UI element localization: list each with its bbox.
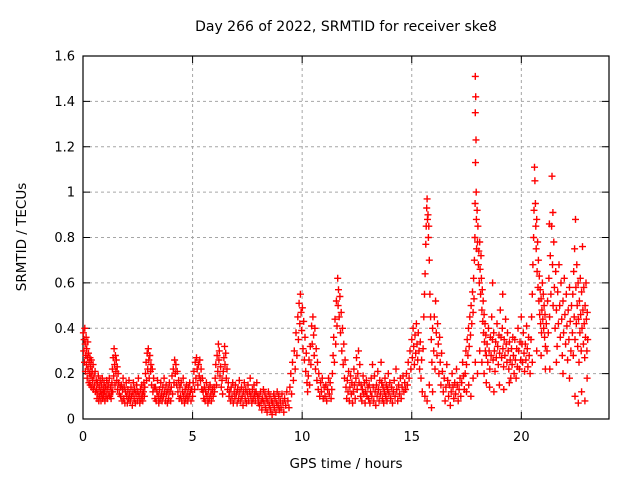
y-tick-label: 0.2: [54, 367, 75, 382]
y-tick-label: 1.2: [54, 140, 75, 155]
y-tick-label: 1.6: [54, 50, 75, 65]
x-tick-label: 15: [403, 430, 420, 445]
y-tick-label: 1: [67, 186, 75, 201]
x-tick-label: 5: [188, 430, 196, 445]
data-points: [79, 72, 592, 418]
plot-border: [82, 55, 610, 420]
y-tick-label: 0.6: [54, 276, 75, 291]
y-tick-label: 0: [67, 413, 75, 428]
y-axis-label: SRMTID / TECUs: [14, 182, 30, 292]
x-tick-label: 10: [294, 430, 311, 445]
plot-title: Day 266 of 2022, SRMTID for receiver ske…: [195, 19, 497, 35]
x-tick-label: 0: [79, 430, 87, 445]
x-tick-label: 20: [513, 430, 530, 445]
y-tick-label: 0.4: [54, 322, 75, 337]
y-tick-label: 0.8: [54, 231, 75, 246]
x-axis-label: GPS time / hours: [289, 456, 403, 472]
y-tick-label: 1.4: [54, 95, 75, 110]
